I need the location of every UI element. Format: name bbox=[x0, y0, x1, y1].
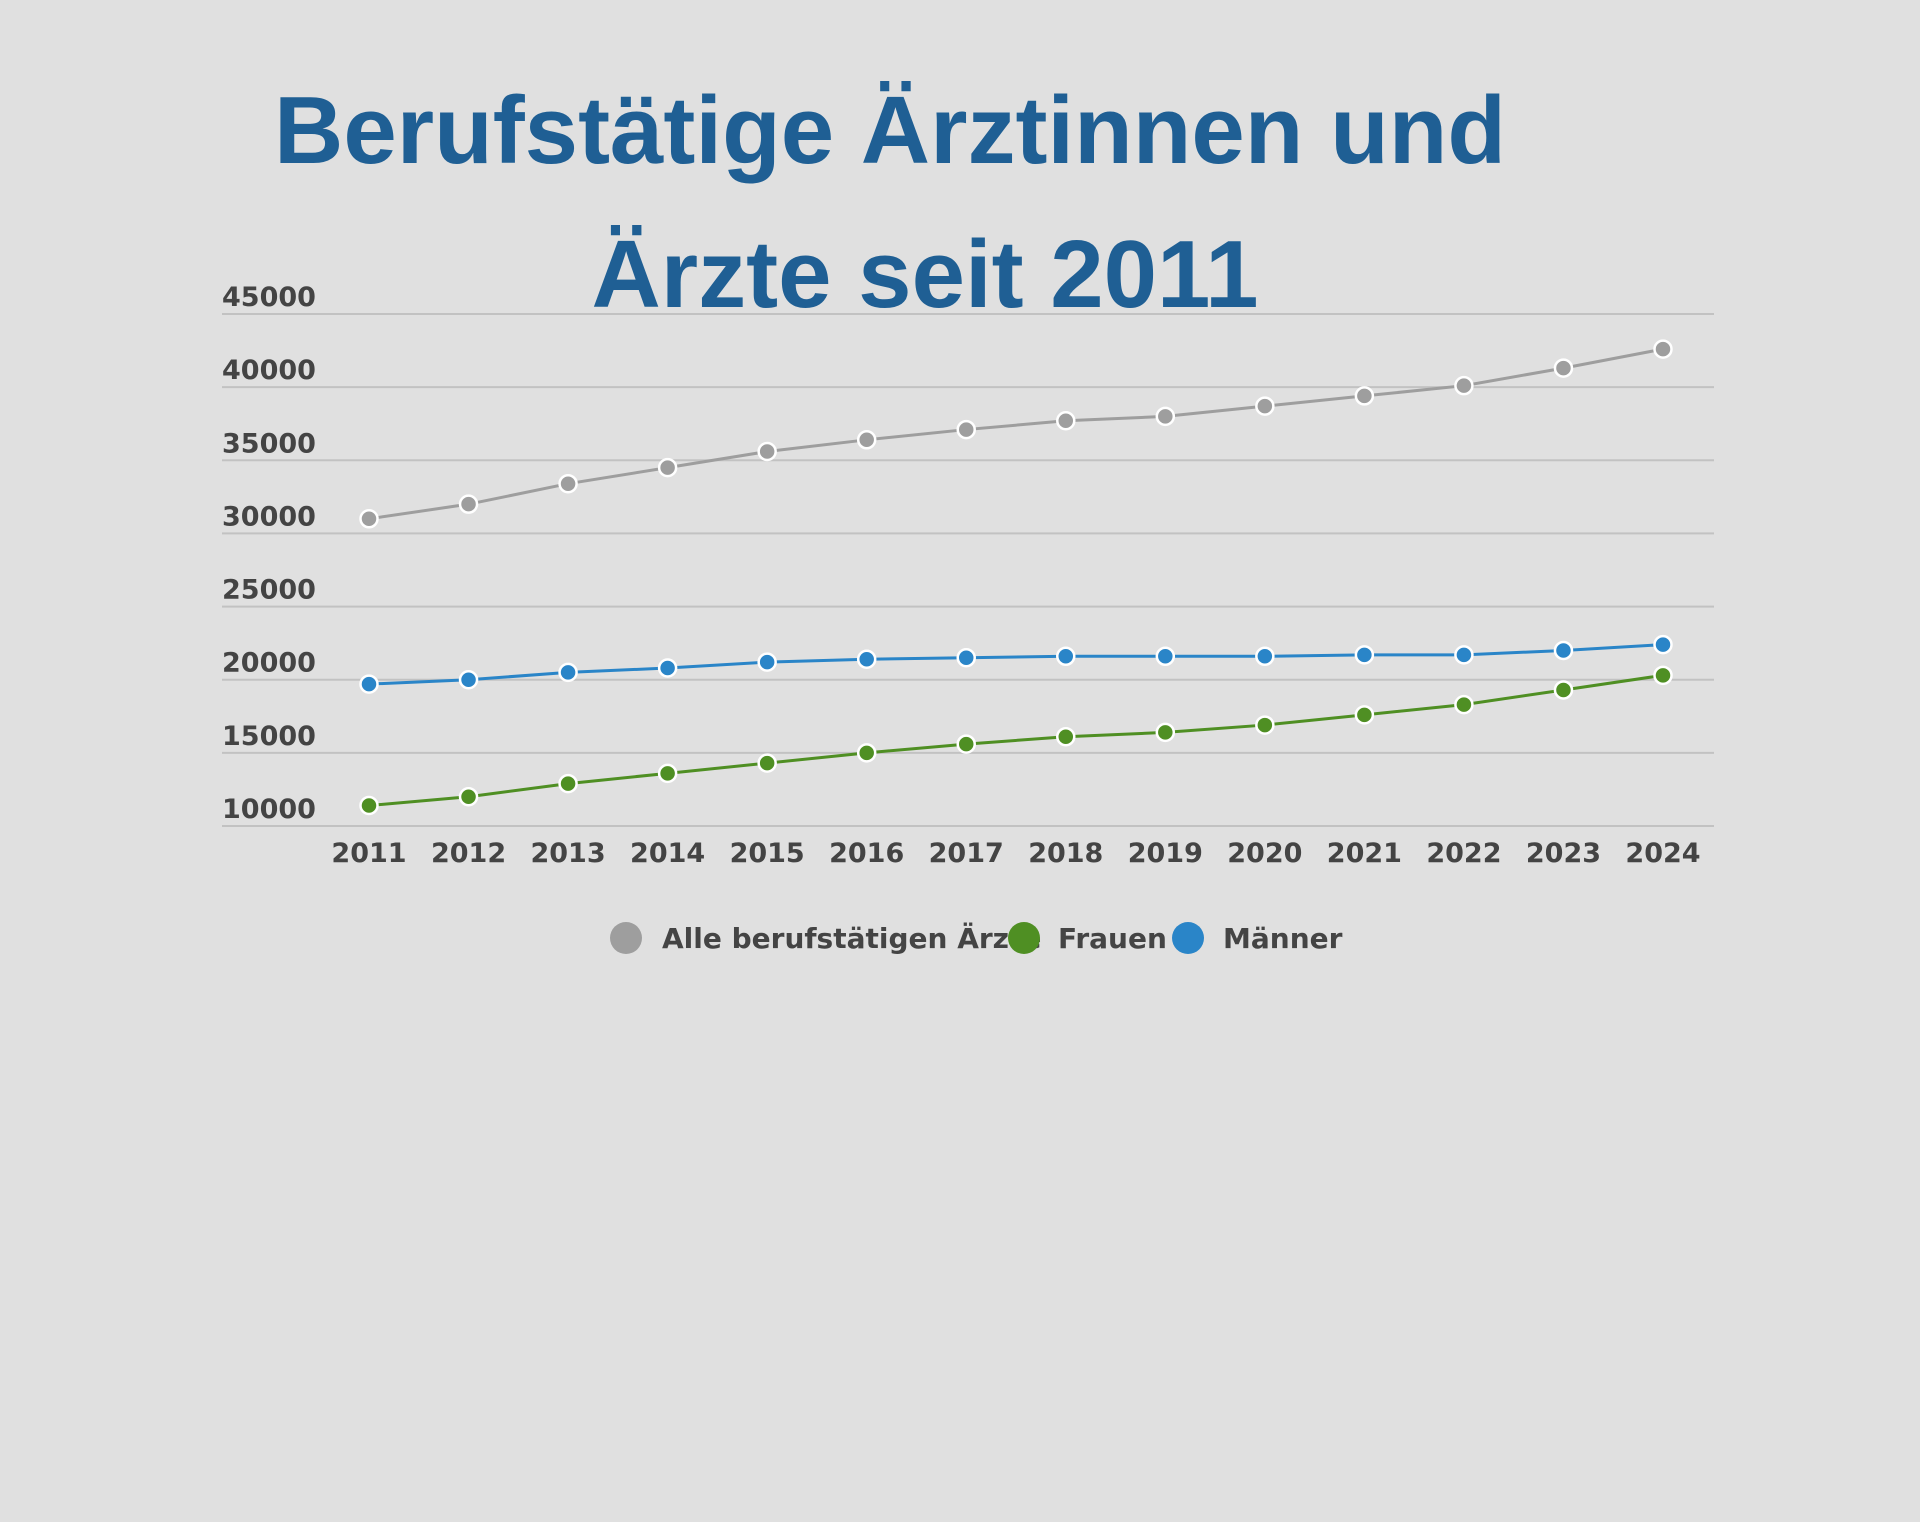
x-tick-label: 2015 bbox=[730, 838, 805, 869]
data-point bbox=[1653, 339, 1673, 359]
data-point bbox=[1454, 375, 1474, 396]
data-point bbox=[757, 652, 777, 672]
data-point bbox=[1255, 646, 1275, 667]
x-tick-label: 2023 bbox=[1526, 838, 1601, 869]
legend-marker bbox=[1008, 922, 1040, 954]
legend-item: Männer bbox=[1172, 922, 1343, 955]
data-point bbox=[657, 658, 678, 678]
x-tick-label: 2022 bbox=[1426, 838, 1501, 869]
legend-label: Frauen bbox=[1058, 922, 1167, 955]
x-tick-label: 2024 bbox=[1625, 838, 1700, 869]
series-2 bbox=[359, 634, 1673, 694]
x-tick-label: 2020 bbox=[1227, 838, 1302, 869]
data-point bbox=[1155, 406, 1176, 427]
x-tick-label: 2017 bbox=[929, 838, 1004, 869]
data-point bbox=[1354, 645, 1375, 665]
legend-item: Alle berufstätigen Ärzte bbox=[610, 921, 1041, 955]
series-0 bbox=[359, 339, 1673, 529]
series-line bbox=[368, 643, 1664, 686]
y-tick-label: 20000 bbox=[222, 648, 316, 679]
data-point bbox=[1155, 646, 1176, 667]
data-point bbox=[956, 419, 976, 440]
y-tick-label: 15000 bbox=[222, 721, 316, 752]
x-tick-label: 2012 bbox=[431, 838, 506, 869]
y-tick-label: 30000 bbox=[222, 501, 316, 532]
x-tick-label: 2016 bbox=[829, 838, 904, 869]
data-point bbox=[1553, 358, 1574, 378]
y-tick-label: 40000 bbox=[222, 355, 316, 386]
chart-title-line-1: Berufstätige Ärztinnen und bbox=[274, 77, 1506, 184]
legend-label: Alle berufstätigen Ärzte bbox=[662, 921, 1041, 955]
chart-title-line-2: Ärzte seit 2011 bbox=[591, 221, 1258, 328]
x-tick-label: 2014 bbox=[630, 838, 705, 869]
legend-item: Frauen bbox=[1008, 922, 1167, 955]
x-tick-label: 2018 bbox=[1028, 838, 1103, 869]
data-point bbox=[956, 648, 976, 668]
x-tick-label: 2019 bbox=[1128, 838, 1203, 869]
legend-label: Männer bbox=[1223, 922, 1343, 955]
data-point bbox=[359, 509, 379, 529]
data-point bbox=[1653, 634, 1673, 655]
y-tick-label: 45000 bbox=[222, 282, 316, 313]
data-point bbox=[1255, 715, 1275, 735]
data-point bbox=[1056, 727, 1076, 747]
data-point bbox=[856, 430, 877, 450]
series-line bbox=[368, 347, 1664, 521]
data-point bbox=[757, 753, 777, 773]
data-point bbox=[1354, 705, 1375, 725]
x-tick-label: 2011 bbox=[331, 838, 406, 869]
data-point bbox=[1553, 640, 1574, 661]
series-1 bbox=[359, 665, 1673, 816]
data-point bbox=[1056, 646, 1076, 667]
legend: Alle berufstätigen Ärzte Frauen Männer bbox=[610, 921, 1343, 955]
data-point bbox=[657, 457, 678, 478]
series-line bbox=[368, 673, 1664, 808]
data-point bbox=[1056, 411, 1076, 431]
data-point bbox=[1155, 722, 1176, 743]
data-point bbox=[856, 743, 877, 763]
data-point bbox=[1354, 386, 1375, 406]
data-point bbox=[956, 734, 976, 754]
data-point bbox=[1553, 680, 1574, 700]
data-point bbox=[1255, 396, 1275, 416]
y-tick-label: 35000 bbox=[222, 428, 316, 459]
legend-marker bbox=[610, 922, 642, 954]
series-lines bbox=[359, 339, 1673, 816]
data-point bbox=[458, 494, 479, 514]
data-point bbox=[458, 786, 479, 807]
data-point bbox=[458, 669, 479, 690]
data-point bbox=[1653, 665, 1673, 686]
x-tick-label: 2013 bbox=[530, 838, 605, 869]
data-point bbox=[558, 473, 578, 494]
x-axis-ticks: 2011 2012 2013 2014 2015 2016 2017 2018 2019 2020… bbox=[331, 838, 1700, 869]
data-point bbox=[1454, 645, 1474, 665]
data-point bbox=[359, 795, 379, 816]
data-point bbox=[1454, 694, 1474, 715]
legend-marker bbox=[1172, 922, 1204, 954]
data-point bbox=[558, 773, 578, 794]
data-point bbox=[856, 649, 877, 669]
y-axis-ticks: 10000 15000 20000 25000 30000 35000 40000 45000 bbox=[222, 282, 316, 825]
data-point bbox=[359, 674, 379, 694]
data-point bbox=[657, 763, 678, 784]
data-point bbox=[757, 441, 777, 462]
y-tick-label: 25000 bbox=[222, 575, 316, 606]
data-point bbox=[558, 662, 578, 683]
y-tick-label: 10000 bbox=[222, 794, 316, 825]
x-tick-label: 2021 bbox=[1327, 838, 1402, 869]
